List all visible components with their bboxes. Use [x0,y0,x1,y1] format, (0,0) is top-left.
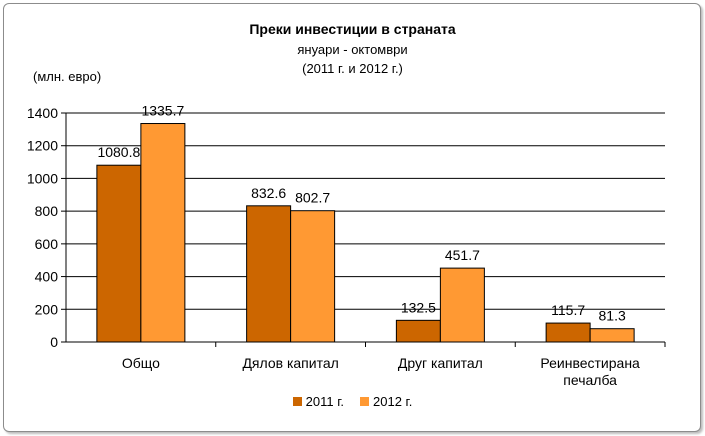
legend-item-2012: 2012 г. [360,394,412,409]
x-category-label-2: Друг капитал [398,355,483,371]
data-label-2011-3: 115.7 [551,302,585,318]
data-label-2012-0: 1335.7 [141,103,184,119]
x-category-label-3: Реинвестирана [540,355,640,371]
legend: 2011 г. 2012 г. [0,394,705,409]
bar-2011-1 [246,205,292,343]
chart-title: Преки инвестиции в страната [249,21,456,37]
legend-label-2011: 2011 г. [305,394,345,409]
data-label-2012-3: 81.3 [599,308,626,324]
x-category-label-0: Общо [122,355,160,371]
y-tick-label-400: 400 [35,269,59,285]
data-label-2011-2: 132.5 [401,299,436,315]
y-tick-label-1200: 1200 [27,138,58,154]
y-axis-unit-label: (млн. евро) [33,69,102,84]
legend-swatch-2011 [292,397,302,406]
legend-swatch-2012 [360,397,370,406]
data-label-2012-1: 802.7 [295,190,330,206]
y-tick-label-800: 800 [35,203,59,219]
bar-2011-2 [395,319,441,343]
y-tick-label-0: 0 [50,334,58,350]
bar-2012-3 [589,328,635,343]
bar-2012-2 [439,267,485,343]
y-tick-label-1400: 1400 [27,105,58,121]
y-tick-label-200: 200 [35,301,59,317]
y-tick-label-1000: 1000 [27,170,58,186]
legend-label-2012: 2012 г. [373,394,413,409]
data-label-2011-0: 1080.8 [97,144,140,160]
x-category-label-1: Дялов капитал [242,355,338,371]
data-label-2011-1: 832.6 [251,185,286,201]
bar-2011-0 [96,164,142,343]
bar-2012-0 [140,123,186,343]
legend-item-2011: 2011 г. [292,394,345,409]
y-tick-label-600: 600 [35,236,59,252]
bar-2011-3 [545,322,591,343]
bar-2012-1 [290,210,336,343]
data-label-2012-2: 451.7 [445,247,480,263]
x-category-label-3-line2: печалба [563,372,617,388]
chart-subtitle-years: (2011 г. и 2012 г.) [302,61,403,76]
chart-subtitle-period: януари - октомври [297,42,408,57]
